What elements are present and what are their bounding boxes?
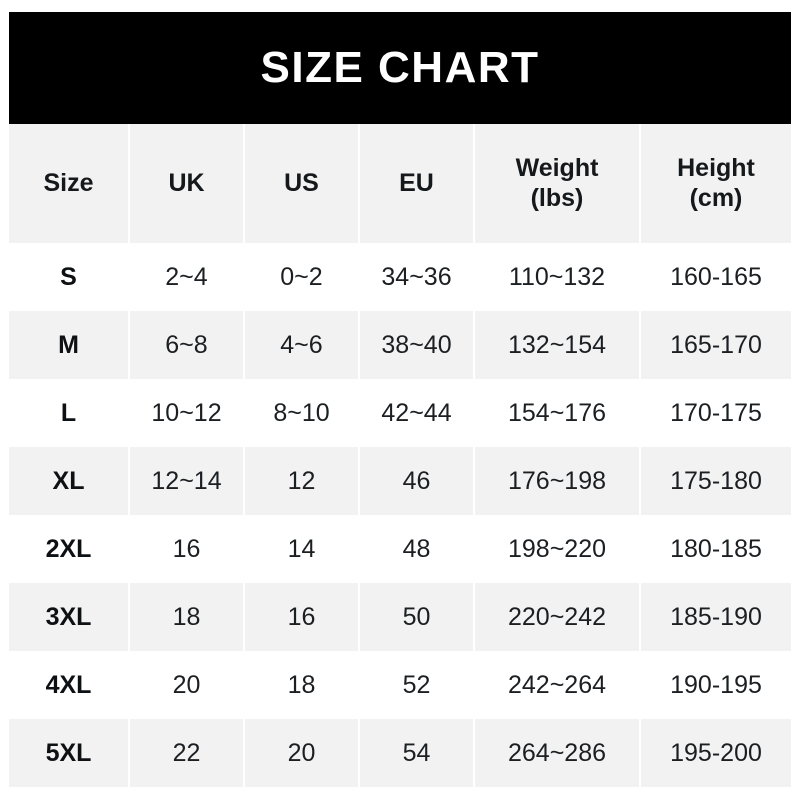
cell-uk: 22: [129, 719, 245, 787]
cell-height: 175-180: [640, 447, 791, 515]
cell-us: 8~10: [244, 379, 360, 447]
column-header-size: Size: [9, 124, 130, 243]
header-label-line1: Weight: [515, 154, 599, 182]
cell-size: M: [9, 311, 130, 379]
cell-weight: 198~220: [474, 515, 641, 583]
cell-size: 5XL: [9, 719, 130, 787]
cell-us: 4~6: [244, 311, 360, 379]
cell-weight: 154~176: [474, 379, 641, 447]
cell-eu: 46: [359, 447, 475, 515]
cell-eu: 42~44: [359, 379, 475, 447]
cell-height: 165-170: [640, 311, 791, 379]
cell-size: 2XL: [9, 515, 130, 583]
header-label-line1: US: [284, 168, 319, 197]
cell-eu: 52: [359, 651, 475, 719]
size-chart-card: SIZE CHART Size UK US EU W: [9, 12, 791, 787]
cell-size: XL: [9, 447, 130, 515]
table-row: 5XL 22 20 54 264~286 195-200: [9, 719, 791, 787]
cell-height: 160-165: [640, 243, 791, 311]
cell-height: 170-175: [640, 379, 791, 447]
cell-size: S: [9, 243, 130, 311]
cell-eu: 50: [359, 583, 475, 651]
header-label-line1: UK: [168, 168, 205, 197]
cell-height: 195-200: [640, 719, 791, 787]
cell-uk: 12~14: [129, 447, 245, 515]
cell-size: 3XL: [9, 583, 130, 651]
cell-height: 185-190: [640, 583, 791, 651]
header-label-line1: EU: [399, 168, 434, 197]
table-header: Size UK US EU Weight (lbs) Height (cm): [9, 124, 791, 243]
cell-weight: 242~264: [474, 651, 641, 719]
cell-height: 190-195: [640, 651, 791, 719]
cell-uk: 16: [129, 515, 245, 583]
cell-us: 12: [244, 447, 360, 515]
cell-weight: 220~242: [474, 583, 641, 651]
cell-eu: 38~40: [359, 311, 475, 379]
cell-uk: 10~12: [129, 379, 245, 447]
cell-us: 16: [244, 583, 360, 651]
column-header-weight: Weight (lbs): [474, 124, 641, 243]
table-row: L 10~12 8~10 42~44 154~176 170-175: [9, 379, 791, 447]
cell-eu: 48: [359, 515, 475, 583]
cell-uk: 2~4: [129, 243, 245, 311]
cell-eu: 34~36: [359, 243, 475, 311]
cell-us: 18: [244, 651, 360, 719]
column-header-us: US: [244, 124, 360, 243]
header-label-line2: (lbs): [530, 183, 584, 212]
table-row: M 6~8 4~6 38~40 132~154 165-170: [9, 311, 791, 379]
page-title: SIZE CHART: [260, 43, 540, 92]
cell-uk: 18: [129, 583, 245, 651]
cell-weight: 132~154: [474, 311, 641, 379]
cell-weight: 110~132: [474, 243, 641, 311]
header-label-line2: (cm): [689, 183, 743, 212]
cell-height: 180-185: [640, 515, 791, 583]
cell-size: 4XL: [9, 651, 130, 719]
cell-weight: 176~198: [474, 447, 641, 515]
cell-uk: 20: [129, 651, 245, 719]
table-row: S 2~4 0~2 34~36 110~132 160-165: [9, 243, 791, 311]
cell-size: L: [9, 379, 130, 447]
column-header-eu: EU: [359, 124, 475, 243]
size-chart-table: Size UK US EU Weight (lbs) Height (cm): [9, 124, 791, 787]
cell-us: 0~2: [244, 243, 360, 311]
cell-us: 14: [244, 515, 360, 583]
cell-weight: 264~286: [474, 719, 641, 787]
table-row: 3XL 18 16 50 220~242 185-190: [9, 583, 791, 651]
column-header-height: Height (cm): [640, 124, 791, 243]
header-row: Size UK US EU Weight (lbs) Height (cm): [9, 124, 791, 243]
cell-us: 20: [244, 719, 360, 787]
table-row: 2XL 16 14 48 198~220 180-185: [9, 515, 791, 583]
header-label-line1: Height: [677, 154, 755, 182]
cell-eu: 54: [359, 719, 475, 787]
table-row: XL 12~14 12 46 176~198 175-180: [9, 447, 791, 515]
table-row: 4XL 20 18 52 242~264 190-195: [9, 651, 791, 719]
header-label-line1: Size: [43, 168, 94, 197]
column-header-uk: UK: [129, 124, 245, 243]
table-body: S 2~4 0~2 34~36 110~132 160-165 M 6~8 4~6 38~40 13…: [9, 243, 791, 787]
title-banner: SIZE CHART: [9, 12, 791, 124]
cell-uk: 6~8: [129, 311, 245, 379]
